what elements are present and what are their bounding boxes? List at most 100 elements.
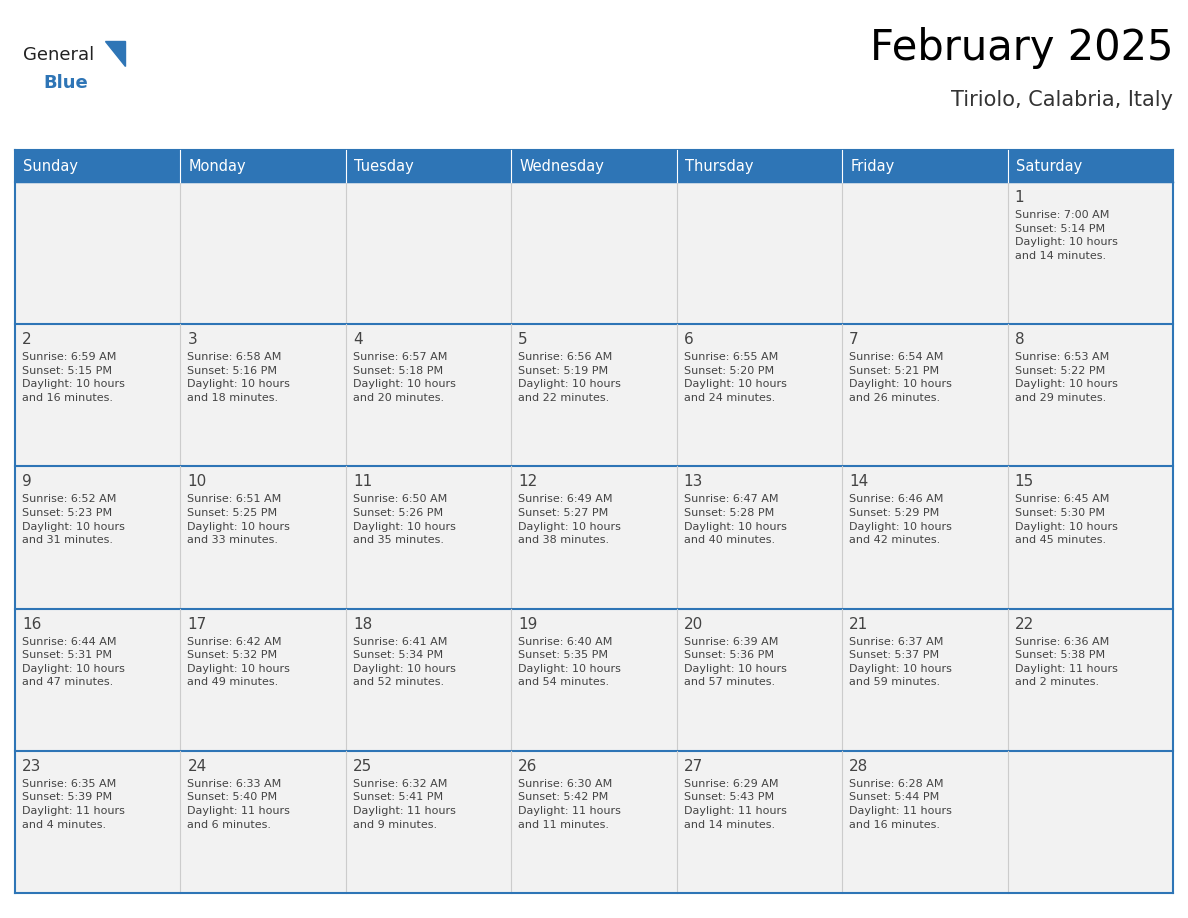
Text: Sunrise: 6:59 AM
Sunset: 5:15 PM
Daylight: 10 hours
and 16 minutes.: Sunrise: 6:59 AM Sunset: 5:15 PM Dayligh… bbox=[23, 353, 125, 403]
Text: Sunrise: 7:00 AM
Sunset: 5:14 PM
Daylight: 10 hours
and 14 minutes.: Sunrise: 7:00 AM Sunset: 5:14 PM Dayligh… bbox=[1015, 210, 1118, 261]
Text: 8: 8 bbox=[1015, 332, 1024, 347]
Bar bbox=[842, 609, 1007, 751]
Text: Sunrise: 6:49 AM
Sunset: 5:27 PM
Daylight: 10 hours
and 38 minutes.: Sunrise: 6:49 AM Sunset: 5:27 PM Dayligh… bbox=[518, 495, 621, 545]
Bar bbox=[181, 751, 346, 893]
Bar bbox=[15, 751, 181, 893]
Text: Sunday: Sunday bbox=[23, 159, 78, 174]
Bar bbox=[181, 466, 346, 609]
Text: Sunrise: 6:57 AM
Sunset: 5:18 PM
Daylight: 10 hours
and 20 minutes.: Sunrise: 6:57 AM Sunset: 5:18 PM Dayligh… bbox=[353, 353, 456, 403]
Bar bbox=[511, 324, 677, 466]
Bar bbox=[842, 751, 1007, 893]
Text: 21: 21 bbox=[849, 617, 868, 632]
Bar bbox=[346, 182, 511, 324]
Text: Saturday: Saturday bbox=[1016, 159, 1082, 174]
Text: Sunrise: 6:29 AM
Sunset: 5:43 PM
Daylight: 11 hours
and 14 minutes.: Sunrise: 6:29 AM Sunset: 5:43 PM Dayligh… bbox=[684, 778, 786, 830]
Bar bbox=[842, 150, 1007, 182]
Text: Sunrise: 6:56 AM
Sunset: 5:19 PM
Daylight: 10 hours
and 22 minutes.: Sunrise: 6:56 AM Sunset: 5:19 PM Dayligh… bbox=[518, 353, 621, 403]
Bar bbox=[1007, 324, 1173, 466]
Text: 11: 11 bbox=[353, 475, 372, 489]
Bar bbox=[677, 609, 842, 751]
Text: 4: 4 bbox=[353, 332, 362, 347]
Text: 12: 12 bbox=[518, 475, 537, 489]
Text: Sunrise: 6:39 AM
Sunset: 5:36 PM
Daylight: 10 hours
and 57 minutes.: Sunrise: 6:39 AM Sunset: 5:36 PM Dayligh… bbox=[684, 636, 786, 688]
Text: 18: 18 bbox=[353, 617, 372, 632]
Text: 16: 16 bbox=[23, 617, 42, 632]
Text: Wednesday: Wednesday bbox=[519, 159, 605, 174]
Text: Friday: Friday bbox=[851, 159, 895, 174]
Text: 22: 22 bbox=[1015, 617, 1034, 632]
Bar bbox=[181, 150, 346, 182]
Bar bbox=[842, 324, 1007, 466]
Bar bbox=[677, 182, 842, 324]
Bar bbox=[15, 609, 181, 751]
Bar bbox=[15, 182, 181, 324]
Bar bbox=[1007, 150, 1173, 182]
Text: 6: 6 bbox=[684, 332, 694, 347]
Text: 9: 9 bbox=[23, 475, 32, 489]
Text: 2: 2 bbox=[23, 332, 32, 347]
Bar bbox=[511, 150, 677, 182]
Bar bbox=[181, 182, 346, 324]
Text: Sunrise: 6:36 AM
Sunset: 5:38 PM
Daylight: 11 hours
and 2 minutes.: Sunrise: 6:36 AM Sunset: 5:38 PM Dayligh… bbox=[1015, 636, 1118, 688]
Bar bbox=[181, 324, 346, 466]
Text: 5: 5 bbox=[518, 332, 527, 347]
Bar bbox=[346, 609, 511, 751]
Text: Sunrise: 6:37 AM
Sunset: 5:37 PM
Daylight: 10 hours
and 59 minutes.: Sunrise: 6:37 AM Sunset: 5:37 PM Dayligh… bbox=[849, 636, 952, 688]
Bar bbox=[15, 150, 181, 182]
Text: Sunrise: 6:46 AM
Sunset: 5:29 PM
Daylight: 10 hours
and 42 minutes.: Sunrise: 6:46 AM Sunset: 5:29 PM Dayligh… bbox=[849, 495, 952, 545]
Bar bbox=[1007, 751, 1173, 893]
Text: 25: 25 bbox=[353, 759, 372, 774]
Text: 20: 20 bbox=[684, 617, 703, 632]
Bar bbox=[346, 466, 511, 609]
Text: Sunrise: 6:50 AM
Sunset: 5:26 PM
Daylight: 10 hours
and 35 minutes.: Sunrise: 6:50 AM Sunset: 5:26 PM Dayligh… bbox=[353, 495, 456, 545]
Text: 1: 1 bbox=[1015, 190, 1024, 205]
Text: 7: 7 bbox=[849, 332, 859, 347]
Text: 3: 3 bbox=[188, 332, 197, 347]
Bar bbox=[677, 751, 842, 893]
Text: 28: 28 bbox=[849, 759, 868, 774]
Bar bbox=[346, 751, 511, 893]
Text: Sunrise: 6:58 AM
Sunset: 5:16 PM
Daylight: 10 hours
and 18 minutes.: Sunrise: 6:58 AM Sunset: 5:16 PM Dayligh… bbox=[188, 353, 290, 403]
Bar bbox=[511, 751, 677, 893]
Text: Tiriolo, Calabria, Italy: Tiriolo, Calabria, Italy bbox=[952, 90, 1173, 110]
Text: Sunrise: 6:54 AM
Sunset: 5:21 PM
Daylight: 10 hours
and 26 minutes.: Sunrise: 6:54 AM Sunset: 5:21 PM Dayligh… bbox=[849, 353, 952, 403]
Bar bbox=[677, 466, 842, 609]
Bar bbox=[842, 466, 1007, 609]
Bar bbox=[346, 324, 511, 466]
Bar bbox=[842, 182, 1007, 324]
Bar bbox=[15, 324, 181, 466]
Bar bbox=[181, 609, 346, 751]
Text: Blue: Blue bbox=[43, 74, 88, 92]
Text: Sunrise: 6:55 AM
Sunset: 5:20 PM
Daylight: 10 hours
and 24 minutes.: Sunrise: 6:55 AM Sunset: 5:20 PM Dayligh… bbox=[684, 353, 786, 403]
Text: Thursday: Thursday bbox=[684, 159, 753, 174]
Text: 23: 23 bbox=[23, 759, 42, 774]
Text: February 2025: February 2025 bbox=[870, 27, 1173, 69]
Text: Sunrise: 6:42 AM
Sunset: 5:32 PM
Daylight: 10 hours
and 49 minutes.: Sunrise: 6:42 AM Sunset: 5:32 PM Dayligh… bbox=[188, 636, 290, 688]
Text: Sunrise: 6:47 AM
Sunset: 5:28 PM
Daylight: 10 hours
and 40 minutes.: Sunrise: 6:47 AM Sunset: 5:28 PM Dayligh… bbox=[684, 495, 786, 545]
Text: Sunrise: 6:45 AM
Sunset: 5:30 PM
Daylight: 10 hours
and 45 minutes.: Sunrise: 6:45 AM Sunset: 5:30 PM Dayligh… bbox=[1015, 495, 1118, 545]
Text: Tuesday: Tuesday bbox=[354, 159, 413, 174]
Text: 17: 17 bbox=[188, 617, 207, 632]
Bar bbox=[15, 466, 181, 609]
Text: Sunrise: 6:51 AM
Sunset: 5:25 PM
Daylight: 10 hours
and 33 minutes.: Sunrise: 6:51 AM Sunset: 5:25 PM Dayligh… bbox=[188, 495, 290, 545]
Text: Sunrise: 6:52 AM
Sunset: 5:23 PM
Daylight: 10 hours
and 31 minutes.: Sunrise: 6:52 AM Sunset: 5:23 PM Dayligh… bbox=[23, 495, 125, 545]
Text: 15: 15 bbox=[1015, 475, 1034, 489]
Text: General: General bbox=[23, 46, 94, 64]
Bar bbox=[511, 466, 677, 609]
Bar bbox=[511, 609, 677, 751]
Text: 13: 13 bbox=[684, 475, 703, 489]
Text: Sunrise: 6:44 AM
Sunset: 5:31 PM
Daylight: 10 hours
and 47 minutes.: Sunrise: 6:44 AM Sunset: 5:31 PM Dayligh… bbox=[23, 636, 125, 688]
Text: Sunrise: 6:33 AM
Sunset: 5:40 PM
Daylight: 11 hours
and 6 minutes.: Sunrise: 6:33 AM Sunset: 5:40 PM Dayligh… bbox=[188, 778, 290, 830]
Text: 26: 26 bbox=[518, 759, 538, 774]
Polygon shape bbox=[105, 41, 125, 66]
Text: 19: 19 bbox=[518, 617, 538, 632]
Text: Sunrise: 6:28 AM
Sunset: 5:44 PM
Daylight: 11 hours
and 16 minutes.: Sunrise: 6:28 AM Sunset: 5:44 PM Dayligh… bbox=[849, 778, 952, 830]
Bar bbox=[511, 182, 677, 324]
Text: Monday: Monday bbox=[189, 159, 246, 174]
Bar bbox=[346, 150, 511, 182]
Bar bbox=[1007, 182, 1173, 324]
Text: 14: 14 bbox=[849, 475, 868, 489]
Bar bbox=[677, 150, 842, 182]
Text: Sunrise: 6:30 AM
Sunset: 5:42 PM
Daylight: 11 hours
and 11 minutes.: Sunrise: 6:30 AM Sunset: 5:42 PM Dayligh… bbox=[518, 778, 621, 830]
Bar bbox=[677, 324, 842, 466]
